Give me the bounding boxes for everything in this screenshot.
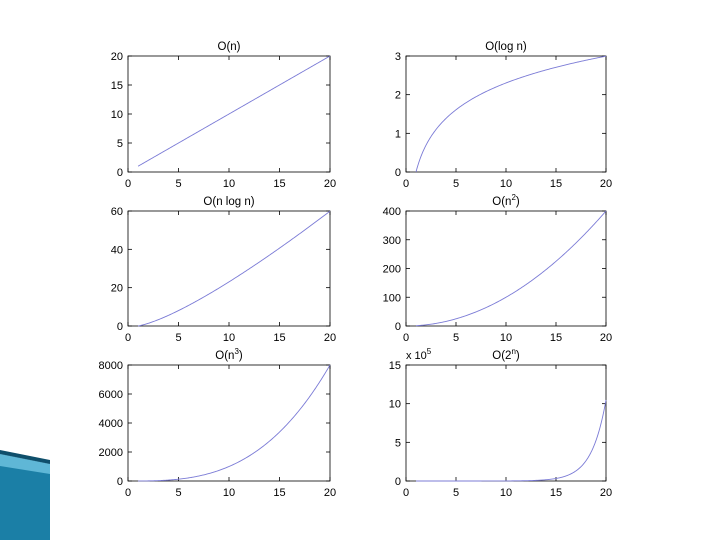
x-tick-label: 20 [600,487,612,499]
series-line [138,210,331,327]
y-tick-label: 10 [111,109,123,121]
plot-title: O(n3) [215,347,243,362]
y-tick-label: 40 [111,244,123,256]
x-tick-label: 0 [403,487,409,499]
subplot-1: 0 5 10 15 20 0 5 10 15 20 O(n) [111,41,336,190]
subplot-3: 0 5 10 15 20 0 20 40 60 O(n log n) [111,196,336,344]
x-tick-label: 10 [500,178,512,190]
x-tick-label: 0 [403,178,409,190]
x-tick-label: 20 [324,487,336,499]
x-tick-label: 15 [550,178,562,190]
series-line [415,210,607,327]
subplot-2: 0 5 10 15 20 0 1 2 3 O(log n) [395,41,612,190]
x-tick-label: 10 [500,332,512,344]
x-tick-label: 5 [175,487,181,499]
series-line [138,364,331,482]
plot-title: O(n log n) [203,196,254,208]
plot-title: O(log n) [485,41,527,53]
y-tick-label: 10 [389,399,401,411]
x-tick-label: 20 [600,178,612,190]
y-tick-label: 60 [111,206,123,218]
y-tick-label: 20 [111,283,123,295]
y-tick-label: 6000 [99,389,123,401]
plot-frame [405,364,607,482]
y-tick-label: 0 [117,321,123,333]
y-tick-label: 5 [395,437,401,449]
x-tick-label: 15 [550,332,562,344]
y-tick-label: 8000 [99,360,123,372]
x-tick-label: 5 [453,178,459,190]
y-tick-label: 200 [383,264,401,276]
y-tick-label: 2 [395,90,401,102]
x-tick-label: 0 [125,487,131,499]
y-tick-label: 4000 [99,418,123,430]
x-tick-label: 5 [175,178,181,190]
y-tick-label: 20 [111,51,123,63]
series-line [137,55,331,167]
x-tick-label: 10 [223,178,235,190]
subplot-5: 0 5 10 15 20 0 2000 4000 6000 8000 O(n3) [99,347,337,499]
x-tick-label: 10 [223,487,235,499]
x-tick-label: 15 [273,332,285,344]
plot-title: O(2n) [492,347,520,362]
plot-frame [405,210,607,327]
y-tick-label: 3 [395,51,401,63]
plot-title: O(n) [218,41,241,53]
plot-frame [127,364,331,482]
x-tick-label: 10 [223,332,235,344]
y-tick-label: 15 [389,360,401,372]
y-tick-label: 0 [395,167,401,179]
y-tick-label: 400 [383,206,401,218]
y-tick-label: 100 [383,292,401,304]
y-tick-label: 2000 [99,447,123,459]
x-tick-label: 20 [324,332,336,344]
plot-frame [127,210,331,327]
x-tick-label: 15 [273,178,285,190]
x-tick-label: 15 [273,487,285,499]
y-tick-label: 0 [117,476,123,488]
x-tick-label: 5 [453,487,459,499]
plot-title: O(n2) [492,193,520,208]
y-tick-label: 1 [395,128,401,140]
slide-corner-decoration [0,450,50,540]
y-tick-label: 0 [395,321,401,333]
subplot-6: 0 5 10 15 20 0 5 10 15 O(2n) x 105 [389,347,612,499]
x-tick-label: 0 [403,332,409,344]
y-tick-label: 300 [383,235,401,247]
y-tick-label: 5 [117,138,123,150]
series-line [415,55,607,173]
x-tick-label: 0 [125,178,131,190]
x-tick-label: 15 [550,487,562,499]
series-line [416,399,607,482]
plot-frame [405,55,607,173]
y-tick-label: 0 [395,476,401,488]
axis-exponent-label: x 105 [406,347,432,362]
x-tick-label: 20 [324,178,336,190]
x-tick-label: 20 [600,332,612,344]
x-tick-label: 10 [500,487,512,499]
x-tick-label: 5 [175,332,181,344]
x-tick-label: 5 [453,332,459,344]
x-tick-label: 0 [125,332,131,344]
y-tick-label: 15 [111,80,123,92]
y-tick-label: 0 [117,167,123,179]
